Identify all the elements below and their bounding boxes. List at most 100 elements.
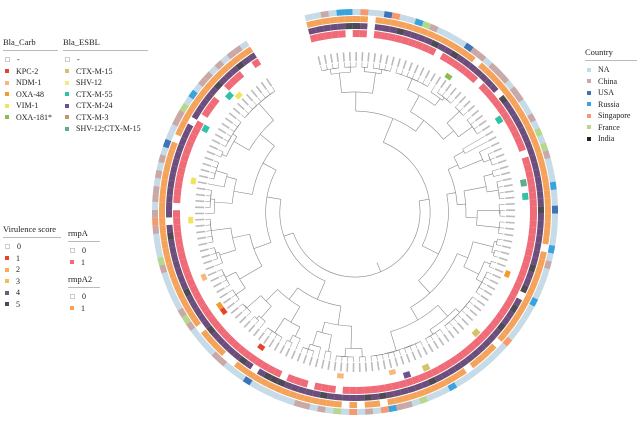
- tree-leaf-branch: [208, 242, 213, 243]
- legend-item: OXA-48: [3, 89, 58, 101]
- tree-stem: [381, 70, 382, 74]
- tree-stem: [408, 79, 413, 90]
- tree-stem: [411, 307, 418, 320]
- tree-internal-arc: [219, 252, 223, 263]
- ring-bla-carb-segment: [389, 369, 397, 375]
- tree-leaf-branch: [465, 142, 487, 154]
- tip-label-mark: [425, 70, 429, 78]
- tree-leaf-branch: [437, 89, 440, 93]
- ring-country-segment: [396, 403, 405, 411]
- tip-label-mark: [415, 65, 419, 73]
- tree-stem: [477, 225, 500, 227]
- ring-rmpa2-segment: [349, 402, 357, 408]
- tip-label-mark: [499, 258, 508, 261]
- tree-stem: [464, 267, 479, 275]
- tree-stem: [458, 127, 472, 137]
- tip-label-mark: [251, 90, 257, 97]
- tree-leaf-branch: [338, 63, 339, 68]
- tree-leaf-branch: [476, 292, 480, 295]
- tree-leaf-branch: [390, 67, 391, 72]
- ring-country-segment: [156, 162, 164, 171]
- tree-internal-arc: [210, 196, 211, 208]
- tip-label-mark: [242, 99, 248, 105]
- tip-label-mark: [491, 143, 499, 147]
- tree-stem: [419, 199, 429, 201]
- tree-stem: [289, 288, 298, 299]
- tree-internal-arc: [266, 170, 276, 242]
- tip-label-mark: [343, 52, 344, 61]
- tree-leaf-branch: [371, 356, 372, 361]
- tree-leaf-branch: [482, 282, 486, 284]
- legend-item: 1: [3, 253, 61, 265]
- tip-label-mark: [196, 231, 205, 232]
- tree-leaf-branch: [318, 347, 321, 357]
- legend-swatch: [5, 291, 9, 295]
- ring-rmpa-segment: [175, 181, 183, 189]
- legend-item: -: [3, 54, 58, 66]
- tree-leaf-branch: [491, 261, 496, 263]
- ring-rmpa-segment: [371, 386, 379, 394]
- ring-virulence-segment: [312, 390, 320, 397]
- ring-rmpa2-segment: [159, 194, 166, 202]
- legend-item: USA: [585, 87, 637, 99]
- tip-label-mark: [259, 333, 264, 340]
- tree-leaf-branch: [455, 104, 458, 108]
- tree-stem: [317, 281, 325, 299]
- ring-rmpa2-segment: [390, 19, 399, 26]
- ring-rmpa2-segment: [395, 396, 404, 404]
- ring-rmpa2-segment: [163, 164, 171, 173]
- ring-rmpa2-segment: [306, 20, 315, 28]
- ring-rmpa2-segment: [545, 206, 551, 214]
- ring-rmpa-segment: [381, 32, 389, 40]
- tip-label-mark: [318, 56, 320, 65]
- tree-leaf-branch: [492, 163, 497, 165]
- ring-bla-carb-segment: [200, 273, 207, 281]
- ring-rmpa-segment: [174, 188, 182, 196]
- tree-leaf-branch: [209, 178, 214, 179]
- tip-label-mark: [225, 118, 232, 123]
- tree-stem: [383, 118, 393, 142]
- legend-swatch: [587, 68, 591, 72]
- legend-label: CTX-M-3: [76, 112, 108, 123]
- ring-bla-carb-segment: [504, 270, 511, 278]
- tree-leaf-branch: [479, 147, 490, 152]
- tip-label-mark: [459, 96, 465, 103]
- tree-stem: [266, 289, 278, 301]
- ring-country-segment: [152, 202, 158, 210]
- tip-label-mark: [380, 54, 381, 63]
- tree-stem: [216, 252, 219, 253]
- tree-leaf-branch: [215, 263, 223, 266]
- legend-swatch: [70, 306, 74, 310]
- ring-rmpa2-segment: [160, 233, 167, 241]
- tree-leaf-branch: [485, 277, 489, 279]
- ring-country-segment: [365, 408, 373, 415]
- ring-country-segment: [152, 226, 159, 234]
- ring-country-segment: [325, 407, 334, 414]
- tip-label-mark: [409, 63, 412, 71]
- ring-virulence-segment: [537, 221, 543, 229]
- tree-leaf-branch: [324, 351, 326, 359]
- ring-virulence-segment: [349, 395, 357, 401]
- legend-label: -: [77, 54, 80, 65]
- ring-virulence-segment: [327, 393, 335, 400]
- tip-label-mark: [322, 360, 324, 369]
- tip-label-mark: [484, 290, 492, 295]
- tree-stem: [267, 197, 281, 199]
- tip-label-mark: [244, 321, 250, 327]
- tree-stem: [215, 202, 233, 203]
- tree-leaf-branch: [243, 308, 247, 311]
- ring-virulence-segment: [375, 24, 383, 31]
- tip-label-mark: [455, 92, 461, 99]
- tip-label-mark: [201, 169, 210, 171]
- legend-item: KPC-2: [3, 66, 58, 78]
- tree-stem: [328, 335, 331, 352]
- tip-label-mark: [428, 344, 432, 352]
- tree-leaf-branch: [321, 66, 322, 71]
- ring-virulence-segment: [338, 23, 346, 30]
- legend-label: VIM-1: [16, 100, 38, 111]
- tip-label-mark: [298, 353, 301, 361]
- tree-internal-arc: [448, 169, 457, 204]
- tree-leaf-branch: [431, 85, 435, 92]
- legend-label: NA: [598, 64, 610, 75]
